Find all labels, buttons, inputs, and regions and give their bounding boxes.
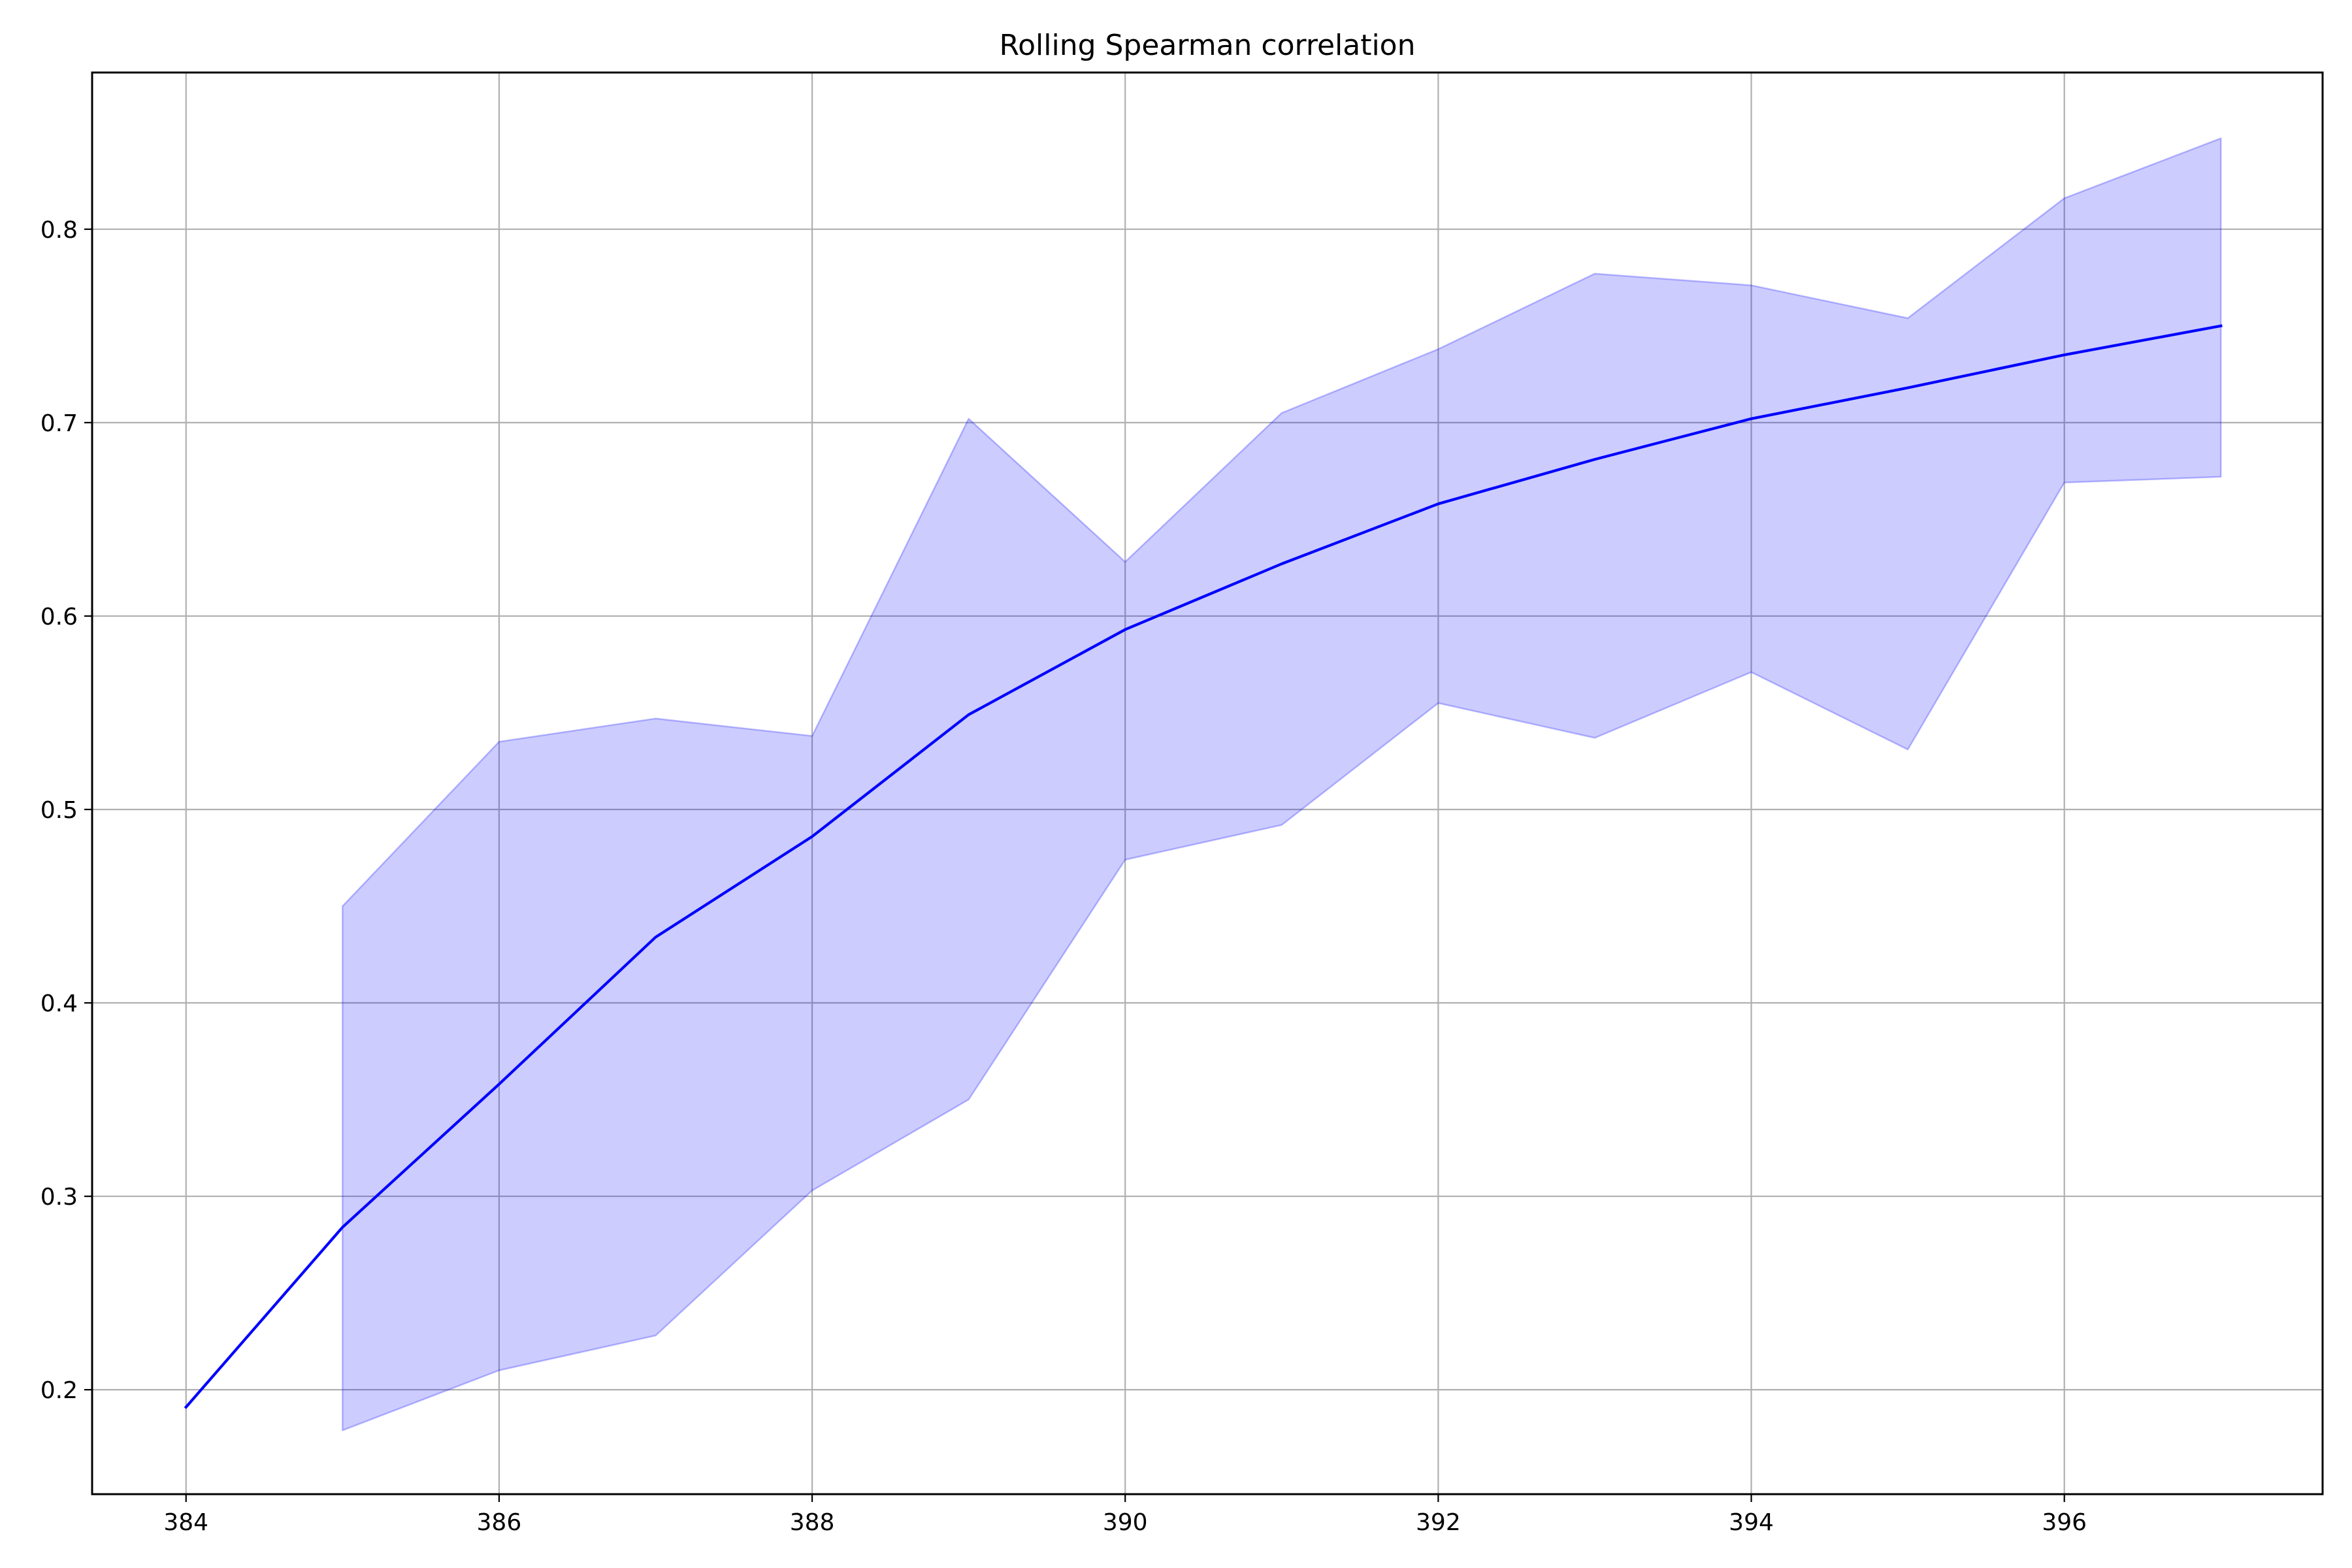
x-tick-label: 388 (790, 1509, 835, 1536)
plot-frame (91, 71, 2324, 1495)
series-line-layer (184, 324, 2223, 1409)
series-line (184, 324, 2223, 1409)
confidence-band (342, 137, 2222, 1431)
chart-title: Rolling Spearman correlation (1000, 29, 1416, 62)
y-tick-label: 0.5 (41, 797, 78, 824)
y-tick-label: 0.8 (41, 217, 78, 244)
x-tick-label: 392 (1416, 1509, 1461, 1536)
y-tick-label: 0.7 (41, 410, 78, 437)
x-axis: 384 386 388 390 392 394 396 (163, 1494, 2087, 1536)
y-tick-label: 0.4 (41, 990, 78, 1017)
grid-layer (92, 73, 2323, 1494)
x-tick-label: 386 (477, 1509, 522, 1536)
x-tick-label: 394 (1729, 1509, 1774, 1536)
y-tick-label: 0.3 (41, 1184, 78, 1211)
x-tick-label: 390 (1103, 1509, 1148, 1536)
y-tick-label: 0.2 (41, 1377, 78, 1404)
x-tick-label: 396 (2042, 1509, 2087, 1536)
confidence-band-layer (342, 137, 2222, 1431)
x-tick-label: 384 (163, 1509, 208, 1536)
y-axis: 0.2 0.3 0.4 0.5 0.6 0.7 0.8 (41, 217, 92, 1404)
y-tick-label: 0.6 (41, 604, 78, 630)
